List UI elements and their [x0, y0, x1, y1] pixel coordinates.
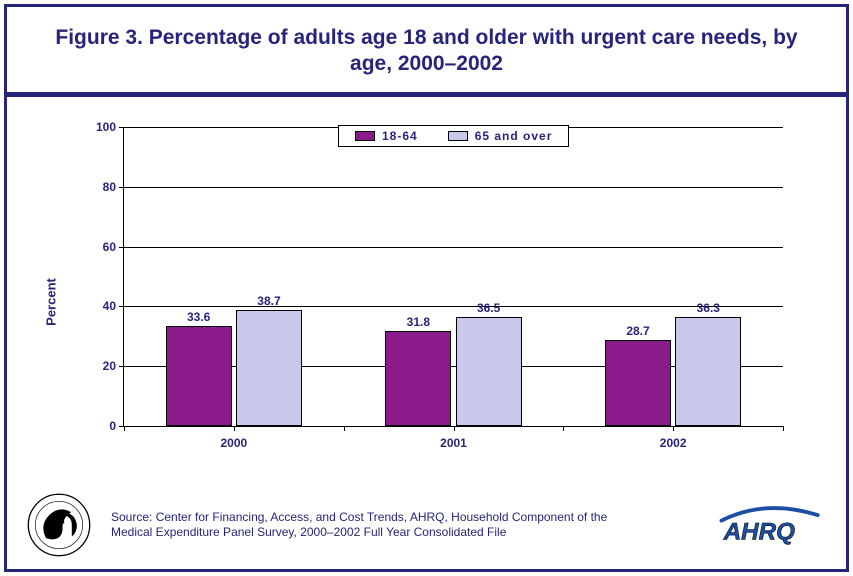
ytick-label: 60: [103, 240, 116, 254]
source-text: Source: Center for Financing, Access, an…: [111, 510, 651, 540]
title-divider: [7, 92, 846, 97]
ahrq-logo-icon: AHRQ: [716, 503, 826, 547]
title-block: Figure 3. Percentage of adults age 18 an…: [7, 7, 846, 92]
y-axis-label: Percent: [44, 278, 59, 326]
bar-value-label: 38.7: [257, 294, 280, 308]
bar: 36.3: [675, 317, 741, 426]
ytick-mark: [119, 127, 124, 128]
bar-value-label: 28.7: [626, 324, 649, 338]
bar-value-label: 36.5: [477, 301, 500, 315]
figure-frame: Figure 3. Percentage of adults age 18 an…: [4, 4, 849, 572]
ytick-label: 0: [109, 419, 116, 433]
ytick-label: 100: [96, 120, 116, 134]
legend-label: 65 and over: [475, 129, 553, 143]
ytick-label: 20: [103, 359, 116, 373]
legend-item: 65 and over: [448, 129, 553, 143]
bar: 31.8: [385, 331, 451, 426]
legend-swatch: [355, 131, 375, 141]
legend-item: 18-64: [355, 129, 418, 143]
bar-value-label: 36.3: [697, 301, 720, 315]
xtick-label: 2000: [220, 436, 247, 450]
bar: 33.6: [166, 326, 232, 426]
xtick-label: 2001: [440, 436, 467, 450]
legend-swatch: [448, 131, 468, 141]
ytick-mark: [119, 247, 124, 248]
ytick-label: 40: [103, 299, 116, 313]
gridline: [124, 306, 783, 307]
legend: 18-64 65 and over: [338, 125, 569, 147]
xtick-mark: [563, 426, 564, 431]
xtick-mark: [454, 426, 455, 431]
ytick-mark: [119, 306, 124, 307]
plot-region: 020406080100200033.638.7200131.836.52002…: [123, 127, 783, 427]
gridline: [124, 247, 783, 248]
xtick-mark: [673, 426, 674, 431]
bar: 38.7: [236, 310, 302, 426]
xtick-mark: [124, 426, 125, 431]
gridline: [124, 187, 783, 188]
footer-row: Source: Center for Financing, Access, an…: [27, 493, 826, 557]
xtick-mark: [783, 426, 784, 431]
xtick-mark: [344, 426, 345, 431]
ytick-label: 80: [103, 180, 116, 194]
ytick-mark: [119, 187, 124, 188]
xtick-mark: [234, 426, 235, 431]
chart-area: Percent 020406080100200033.638.7200131.8…: [57, 117, 807, 487]
svg-text:AHRQ: AHRQ: [723, 518, 795, 545]
ytick-mark: [119, 366, 124, 367]
bar: 28.7: [605, 340, 671, 426]
bar-value-label: 33.6: [187, 310, 210, 324]
xtick-label: 2002: [660, 436, 687, 450]
chart-title: Figure 3. Percentage of adults age 18 an…: [47, 25, 806, 78]
bar-value-label: 31.8: [407, 315, 430, 329]
hhs-seal-icon: [27, 493, 91, 557]
bar: 36.5: [456, 317, 522, 426]
legend-label: 18-64: [382, 129, 418, 143]
